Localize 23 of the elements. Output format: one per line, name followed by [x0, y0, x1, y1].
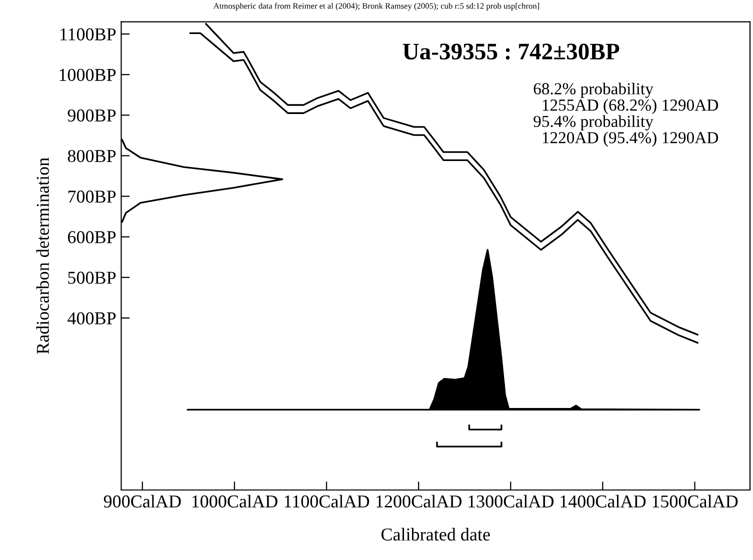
annotation: 95.4% probability [534, 115, 654, 130]
x-axis-title: Calibrated date [381, 528, 490, 541]
y-tick-label: 500BP [68, 272, 116, 284]
y-tick-label: 700BP [68, 190, 116, 203]
annotation: 68.2% probability [534, 82, 654, 98]
y-tick-label: 900BP [68, 109, 116, 122]
text: Atmospheric data from Reimer et al (2004); Bronk Ramsey (2005); cub r:5 sd:12 prob usp[chron] [213, 2, 540, 10]
x-tick-label: 900CalAD [104, 494, 181, 508]
x-tick-label: 1100CalAD [284, 494, 370, 508]
x-tick-label: 1400CalAD [560, 494, 646, 508]
y-tick-label: 400BP [68, 312, 116, 324]
x-tick-label: 1200CalAD [376, 494, 462, 508]
x-tick-label: 1500CalAD [652, 494, 738, 508]
y-tick-label: 1100BP [60, 28, 116, 40]
y-tick-label: 600BP [68, 231, 116, 244]
x-tick-label: 1000CalAD [192, 494, 278, 508]
text: Ua-39355 : 742±30BP [402, 44, 620, 60]
y-tick-label: 1000BP [60, 68, 116, 82]
x-tick-label: 1300CalAD [468, 494, 554, 508]
y-tick-label: 800BP [68, 150, 116, 162]
annotation: 1255AD (68.2%) 1290AD [542, 99, 718, 114]
y-axis-title: Radiocarbon determination [36, 158, 49, 354]
annotation: 1220AD (95.4%) 1290AD [542, 132, 718, 147]
